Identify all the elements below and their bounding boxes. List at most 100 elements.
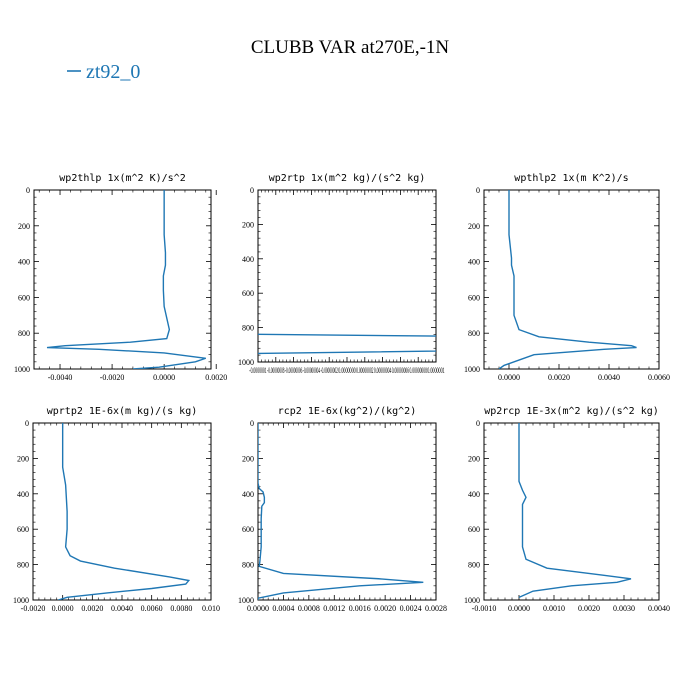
y-tick-label: 1000 bbox=[464, 596, 480, 605]
y-tick-label: 800 bbox=[18, 329, 30, 338]
y-tick-label: 1000 bbox=[13, 596, 29, 605]
x-tick-label: 0.0010 bbox=[543, 604, 565, 613]
x-tick-label: 0.0000 bbox=[153, 373, 175, 382]
y-tick-label: 600 bbox=[17, 525, 29, 534]
subplot-4: wprtp2 1E-6x(m kg)/(s kg) 0 200 400 600 800 10… bbox=[13, 406, 220, 613]
series-line-zt92_0 bbox=[258, 333, 436, 355]
subplot-3: wpthlp2 1x(m K^2)/s 0 200 400 600 800 1000 0.00… bbox=[464, 173, 670, 382]
x-tick-label: 0.00000008 bbox=[410, 366, 427, 375]
x-tick-label: -0.00000008 bbox=[267, 366, 284, 375]
y-tick-label: 1000 bbox=[238, 358, 254, 367]
y-tick-label: 600 bbox=[242, 525, 254, 534]
y-tick-label: 200 bbox=[468, 222, 480, 231]
subplot-title: rcp2 1E-6x(kg^2)/(kg^2) bbox=[278, 406, 416, 417]
x-tick-label: 0.0020 bbox=[548, 373, 570, 382]
x-tick-label: 0.0060 bbox=[648, 373, 670, 382]
y-tick-label: 800 bbox=[468, 329, 480, 338]
x-tick-label: -0.0020 bbox=[21, 604, 46, 613]
x-tick-label: 0.0024 bbox=[400, 604, 422, 613]
series-line-zt92_0 bbox=[58, 423, 191, 600]
y-tick-label: 1000 bbox=[464, 365, 480, 374]
y-tick-label: 200 bbox=[18, 222, 30, 231]
y-tick-label: 800 bbox=[468, 561, 480, 570]
legend: zt92_0 bbox=[67, 61, 140, 83]
figure-title: CLUBB VAR at270E,-1N bbox=[251, 37, 450, 58]
subplot-6: wp2rcp 1E-3x(m^2 kg)/(s^2 kg) 0 200 400 600 8… bbox=[464, 406, 670, 613]
y-tick-label: 200 bbox=[242, 220, 254, 229]
x-tick-label: 0.010 bbox=[202, 604, 220, 613]
plot-frame bbox=[32, 422, 212, 601]
plot-frame bbox=[483, 189, 660, 370]
y-tick-label: 800 bbox=[17, 561, 29, 570]
x-tick-label: -0.0010 bbox=[472, 604, 497, 613]
x-tick-label: 0.0000 bbox=[52, 604, 74, 613]
x-tick-label: 0.0020 bbox=[374, 604, 396, 613]
y-tick-label: 0 bbox=[26, 186, 30, 195]
y-tick-label: 400 bbox=[468, 258, 480, 267]
x-tick-label: 0.0030 bbox=[613, 604, 635, 613]
y-tick-label: 600 bbox=[468, 293, 480, 302]
x-tick-label: 0.00000006 bbox=[392, 366, 409, 375]
y-tick-label: 0 bbox=[25, 419, 29, 428]
x-tick-label: 0.0016 bbox=[349, 604, 371, 613]
y-tick-label: 800 bbox=[242, 324, 254, 333]
x-tick-label: -0.00000002 bbox=[321, 366, 338, 375]
y-tick-label: 600 bbox=[468, 525, 480, 534]
y-tick-label: 800 bbox=[242, 561, 254, 570]
y-tick-label: 1000 bbox=[14, 365, 30, 374]
x-tick-label: 0.0040 bbox=[111, 604, 133, 613]
x-tick-label: 0.0000001 bbox=[427, 366, 444, 375]
x-tick-label: 0.0080 bbox=[170, 604, 192, 613]
x-tick-label: 0.0020 bbox=[81, 604, 103, 613]
series-line-zt92_0 bbox=[258, 423, 424, 600]
y-tick-label: 600 bbox=[242, 289, 254, 298]
y-tick-label: 0 bbox=[250, 419, 254, 428]
x-tick-label: 0.0000 bbox=[498, 373, 520, 382]
x-tick-label: 0.00000004 bbox=[374, 366, 391, 375]
subplot-1: wp2thlp 1x(m^2 K)/s^2 0 200 400 600 800 1000 -0… bbox=[14, 173, 227, 382]
y-tick-label: 0 bbox=[250, 186, 254, 195]
y-tick-label: 400 bbox=[468, 490, 480, 499]
x-tick-label: -0.00000006 bbox=[285, 366, 302, 375]
legend-label: zt92_0 bbox=[86, 61, 140, 83]
subplot-title: wpthlp2 1x(m K^2)/s bbox=[514, 173, 628, 184]
x-tick-label: -0.00000004 bbox=[303, 366, 320, 375]
x-tick-label: 0.0040 bbox=[598, 373, 620, 382]
x-tick-label: -0.0000001 bbox=[249, 366, 266, 375]
x-tick-label: 0.0020 bbox=[205, 373, 227, 382]
y-tick-label: 400 bbox=[242, 255, 254, 264]
x-tick-label: 0.0008 bbox=[298, 604, 320, 613]
x-tick-label: -0.0020 bbox=[100, 373, 125, 382]
x-tick-label: 0.0004 bbox=[272, 604, 294, 613]
x-tick-label: 0.0000000 bbox=[338, 366, 355, 375]
y-tick-label: 400 bbox=[242, 490, 254, 499]
series-line-zt92_0 bbox=[46, 190, 207, 369]
x-tick-label: 0.0000 bbox=[247, 604, 269, 613]
y-tick-label: 400 bbox=[18, 258, 30, 267]
series-line-zt92_0 bbox=[498, 190, 637, 369]
x-tick-label: 0.0012 bbox=[323, 604, 345, 613]
x-tick-label: 0.00000002 bbox=[356, 366, 373, 375]
y-tick-label: 600 bbox=[18, 293, 30, 302]
x-tick-label: 0.0000 bbox=[508, 604, 530, 613]
y-tick-label: 400 bbox=[17, 490, 29, 499]
subplot-5: rcp2 1E-6x(kg^2)/(kg^2) 0 200 400 600 800 1000… bbox=[238, 406, 447, 613]
y-tick-label: 0 bbox=[476, 419, 480, 428]
y-tick-label: 0 bbox=[476, 186, 480, 195]
y-tick-label: 200 bbox=[468, 454, 480, 463]
x-tick-label: 0.0028 bbox=[425, 604, 447, 613]
plot-frame bbox=[483, 422, 660, 601]
subplot-grid: wp2thlp 1x(m^2 K)/s^202004006008001000-0… bbox=[13, 173, 670, 613]
plot-frame bbox=[257, 422, 437, 601]
subplot-title: wprtp2 1E-6x(m kg)/(s kg) bbox=[47, 406, 198, 417]
subplot-title: wp2rtp 1x(m^2 kg)/(s^2 kg) bbox=[269, 173, 426, 184]
subplot-title: wp2thlp 1x(m^2 K)/s^2 bbox=[59, 173, 185, 184]
x-tick-label: -0.0040 bbox=[48, 373, 73, 382]
x-tick-label: 0.0020 bbox=[578, 604, 600, 613]
x-tick-label: 0.0060 bbox=[141, 604, 163, 613]
subplot-title: wp2rcp 1E-3x(m^2 kg)/(s^2 kg) bbox=[484, 406, 659, 417]
subplot-2: wp2rtp 1x(m^2 kg)/(s^2 kg) 0 200 400 600 800 1… bbox=[238, 173, 445, 375]
x-tick-label: 0.0040 bbox=[648, 604, 670, 613]
y-tick-label: 1000 bbox=[238, 596, 254, 605]
